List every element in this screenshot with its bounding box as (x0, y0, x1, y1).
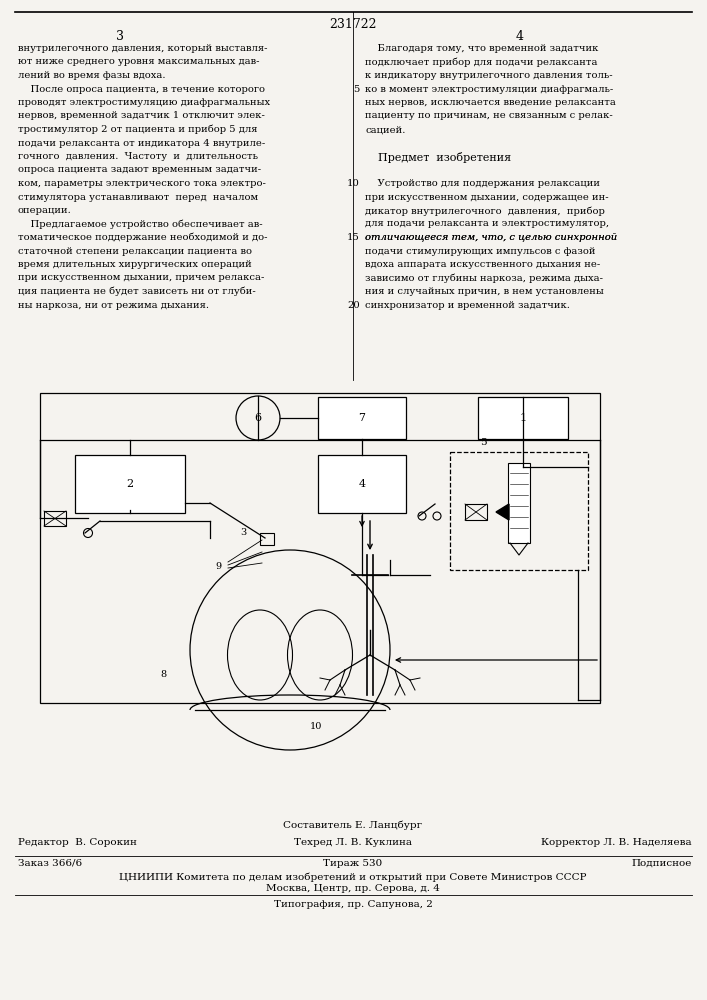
Text: ны наркоза, ни от режима дыхания.: ны наркоза, ни от режима дыхания. (18, 300, 209, 310)
Bar (40, 393, 600, 703)
Text: томатическое поддержание необходимой и до-: томатическое поддержание необходимой и д… (18, 233, 267, 242)
Text: синхронизатор и временной задатчик.: синхронизатор и временной задатчик. (365, 300, 570, 310)
Text: После опроса пациента, в течение которого: После опроса пациента, в течение которог… (18, 85, 265, 94)
Text: Типография, пр. Сапунова, 2: Типография, пр. Сапунова, 2 (274, 900, 433, 909)
Text: ных нервов, исключается введение релаксанта: ных нервов, исключается введение релакса… (365, 98, 616, 107)
Text: Составитель Е. Ланцбург: Составитель Е. Ланцбург (284, 820, 423, 830)
Text: подачи релаксанта от индикатора 4 внутриле-: подачи релаксанта от индикатора 4 внутри… (18, 138, 265, 147)
Text: пациенту по причинам, не связанным с релак-: пациенту по причинам, не связанным с рел… (365, 111, 613, 120)
Text: 15: 15 (347, 233, 360, 242)
Text: Благодаря тому, что временной задатчик: Благодаря тому, что временной задатчик (365, 44, 598, 53)
Bar (318, 397, 406, 439)
Text: для подачи релаксанта и электростимулятор,: для подачи релаксанта и электростимулято… (365, 220, 609, 229)
Text: отличающееся тем, что, с целью синхронной: отличающееся тем, что, с целью синхронно… (365, 233, 617, 242)
Text: ют ниже среднего уровня максимальных дав-: ют ниже среднего уровня максимальных дав… (18, 57, 259, 66)
Text: 1: 1 (520, 413, 527, 423)
Text: Москва, Центр, пр. Серова, д. 4: Москва, Центр, пр. Серова, д. 4 (266, 884, 440, 893)
Text: ком, параметры электрического тока электро-: ком, параметры электрического тока элект… (18, 179, 266, 188)
Text: отличающееся тем, что, с целью синхронной: отличающееся тем, что, с целью синхронно… (365, 233, 617, 242)
Text: ния и случайных причин, в нем установлены: ния и случайных причин, в нем установлен… (365, 287, 604, 296)
Text: Редактор  В. Сорокин: Редактор В. Сорокин (18, 838, 137, 847)
Text: 231722: 231722 (329, 18, 377, 31)
Text: операции.: операции. (18, 206, 71, 215)
Text: 9: 9 (215, 562, 221, 571)
Text: 10: 10 (310, 722, 322, 731)
Text: тростимулятор 2 от пациента и прибор 5 для: тростимулятор 2 от пациента и прибор 5 д… (18, 125, 257, 134)
Text: лений во время фазы вдоха.: лений во время фазы вдоха. (18, 71, 165, 80)
Text: 20: 20 (347, 300, 360, 310)
Text: Корректор Л. В. Наделяева: Корректор Л. В. Наделяева (542, 838, 692, 847)
Text: подключает прибор для подачи релаксанта: подключает прибор для подачи релаксанта (365, 57, 597, 67)
Bar (508, 463, 530, 543)
Text: Устройство для поддержания релаксации: Устройство для поддержания релаксации (365, 179, 600, 188)
Bar (75, 455, 185, 513)
Text: Предмет  изобретения: Предмет изобретения (378, 152, 512, 163)
Text: 4: 4 (516, 30, 524, 43)
Bar (260, 533, 274, 545)
Bar (44, 511, 66, 526)
Text: 10: 10 (347, 179, 360, 188)
Text: 7: 7 (358, 413, 366, 423)
Text: сацией.: сацией. (365, 125, 405, 134)
Text: Предлагаемое устройство обеспечивает ав-: Предлагаемое устройство обеспечивает ав- (18, 220, 262, 229)
Text: подачи стимулирующих импульсов с фазой: подачи стимулирующих импульсов с фазой (365, 246, 595, 255)
Polygon shape (496, 504, 509, 520)
Text: при искусственном дыхании, содержащее ин-: при искусственном дыхании, содержащее ин… (365, 192, 609, 202)
Text: 4: 4 (358, 479, 366, 489)
Text: гочного  давления.  Частоту  и  длительность: гочного давления. Частоту и длительность (18, 152, 258, 161)
Text: Техред Л. В. Куклина: Техред Л. В. Куклина (294, 838, 412, 847)
Text: 8: 8 (160, 670, 166, 679)
Text: 6: 6 (255, 413, 262, 423)
Text: к индикатору внутрилегочного давления толь-: к индикатору внутрилегочного давления то… (365, 71, 613, 80)
Text: статочной степени релаксации пациента во: статочной степени релаксации пациента во (18, 246, 252, 255)
Text: вдоха аппарата искусственного дыхания не-: вдоха аппарата искусственного дыхания не… (365, 260, 600, 269)
Text: Подписное: Подписное (631, 859, 692, 868)
Text: ко в момент электростимуляции диафрагмаль-: ко в момент электростимуляции диафрагмал… (365, 85, 613, 94)
Bar (478, 397, 568, 439)
Text: внутрилегочного давления, который выставля-: внутрилегочного давления, который выстав… (18, 44, 267, 53)
Text: дикатор внутрилегочного  давления,  прибор: дикатор внутрилегочного давления, прибор (365, 206, 605, 216)
Text: стимулятора устанавливают  перед  началом: стимулятора устанавливают перед началом (18, 192, 258, 202)
Text: ЦНИИПИ Комитета по делам изобретений и открытий при Совете Министров СССР: ЦНИИПИ Комитета по делам изобретений и о… (119, 873, 587, 882)
Text: опроса пациента задают временным задатчи-: опроса пациента задают временным задатчи… (18, 165, 261, 174)
Text: 5: 5 (354, 85, 360, 94)
Text: 5: 5 (480, 438, 486, 447)
Text: 2: 2 (127, 479, 134, 489)
Bar (450, 452, 588, 570)
Text: зависимо от глубины наркоза, режима дыха-: зависимо от глубины наркоза, режима дыха… (365, 273, 603, 283)
Text: 3: 3 (116, 30, 124, 43)
Bar (465, 504, 487, 520)
Text: Тираж 530: Тираж 530 (323, 859, 382, 868)
Text: нервов, временной задатчик 1 отключит элек-: нервов, временной задатчик 1 отключит эл… (18, 111, 265, 120)
Text: ция пациента не будет зависеть ни от глуби-: ция пациента не будет зависеть ни от глу… (18, 287, 256, 296)
Text: Заказ 366/6: Заказ 366/6 (18, 859, 82, 868)
Text: проводят электростимуляцию диафрагмальных: проводят электростимуляцию диафрагмальны… (18, 98, 270, 107)
Text: 3: 3 (240, 528, 246, 537)
Bar (318, 455, 406, 513)
Text: время длительных хирургических операций: время длительных хирургических операций (18, 260, 252, 269)
Text: при искусственном дыхании, причем релакса-: при искусственном дыхании, причем релакс… (18, 273, 264, 282)
